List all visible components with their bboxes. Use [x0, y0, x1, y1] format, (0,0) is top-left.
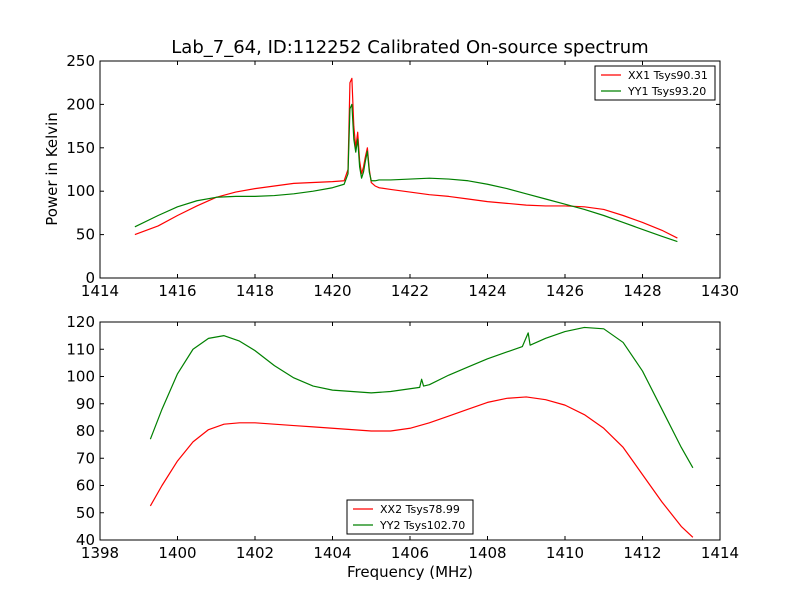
top-y-axis-label: Power in Kelvin — [43, 112, 61, 226]
subplot-2: 1398 1400 1402 1404 1406 1408 1410 1412 1414 40 50… — [66, 313, 739, 562]
y-tick-label: 100 — [66, 182, 95, 200]
legend-box — [346, 499, 474, 535]
legend-label: YY2 Tsys102.70 — [379, 519, 465, 532]
x-tick-label: 1426 — [546, 282, 584, 300]
x-tick-label: 1408 — [468, 544, 506, 562]
legend-label: XX2 Tsys78.99 — [380, 503, 460, 516]
legend-label: XX1 Tsys90.31 — [628, 69, 708, 82]
y-tick-label: 250 — [66, 52, 95, 70]
x-tick-label: 1410 — [546, 544, 584, 562]
subplot-1-series-2-line — [134, 103, 678, 243]
y-tick-label: 0 — [85, 269, 95, 287]
legend-label: YY1 Tsys93.20 — [627, 85, 706, 98]
y-tick-label: 150 — [66, 139, 95, 157]
legend-box — [594, 65, 716, 101]
subplot-1-legend: XX1 Tsys90.31 YY1 Tsys93.20 — [594, 65, 716, 101]
y-tick-label: 90 — [76, 395, 95, 413]
chart-title: Lab_7_64, ID:112252 Calibrated On-source… — [171, 37, 648, 58]
x-tick-label: 1430 — [701, 282, 739, 300]
y-tick-label: 40 — [76, 531, 95, 549]
subplot-2-legend: XX2 Tsys78.99 YY2 Tsys102.70 — [346, 499, 474, 535]
x-tick-label: 1402 — [236, 544, 274, 562]
x-tick-label: 1406 — [391, 544, 429, 562]
subplot-1-series-1-line — [134, 77, 678, 239]
y-tick-label: 110 — [66, 340, 95, 358]
subplot-1: 1414 1416 1418 1420 1422 1424 1426 1428 1430 0 50 1… — [66, 52, 739, 300]
y-tick-label: 100 — [66, 368, 95, 386]
x-tick-label: 1414 — [701, 544, 739, 562]
y-tick-label: 200 — [66, 95, 95, 113]
x-tick-label: 1422 — [391, 282, 429, 300]
y-tick-label: 60 — [76, 477, 95, 495]
y-tick-label: 70 — [76, 449, 95, 467]
y-tick-label: 120 — [66, 313, 95, 331]
y-tick-label: 50 — [76, 504, 95, 522]
bottom-x-axis-label: Frequency (MHz) — [347, 563, 473, 581]
x-tick-label: 1404 — [313, 544, 351, 562]
y-tick-label: 50 — [76, 226, 95, 244]
x-tick-label: 1416 — [158, 282, 196, 300]
y-tick-label: 80 — [76, 422, 95, 440]
x-tick-label: 1398 — [81, 544, 119, 562]
x-tick-label: 1412 — [623, 544, 661, 562]
x-tick-label: 1428 — [623, 282, 661, 300]
subplot-2-series-1-line — [149, 396, 694, 538]
x-tick-label: 1420 — [313, 282, 351, 300]
x-tick-label: 1424 — [468, 282, 506, 300]
x-tick-label: 1414 — [81, 282, 119, 300]
x-tick-label: 1418 — [236, 282, 274, 300]
plot-layer: 1414 1416 1418 1420 1422 1424 1426 1428 14300501… — [66, 52, 739, 562]
x-tick-label: 1400 — [158, 544, 196, 562]
subplot-2-series-2-line — [149, 326, 694, 469]
